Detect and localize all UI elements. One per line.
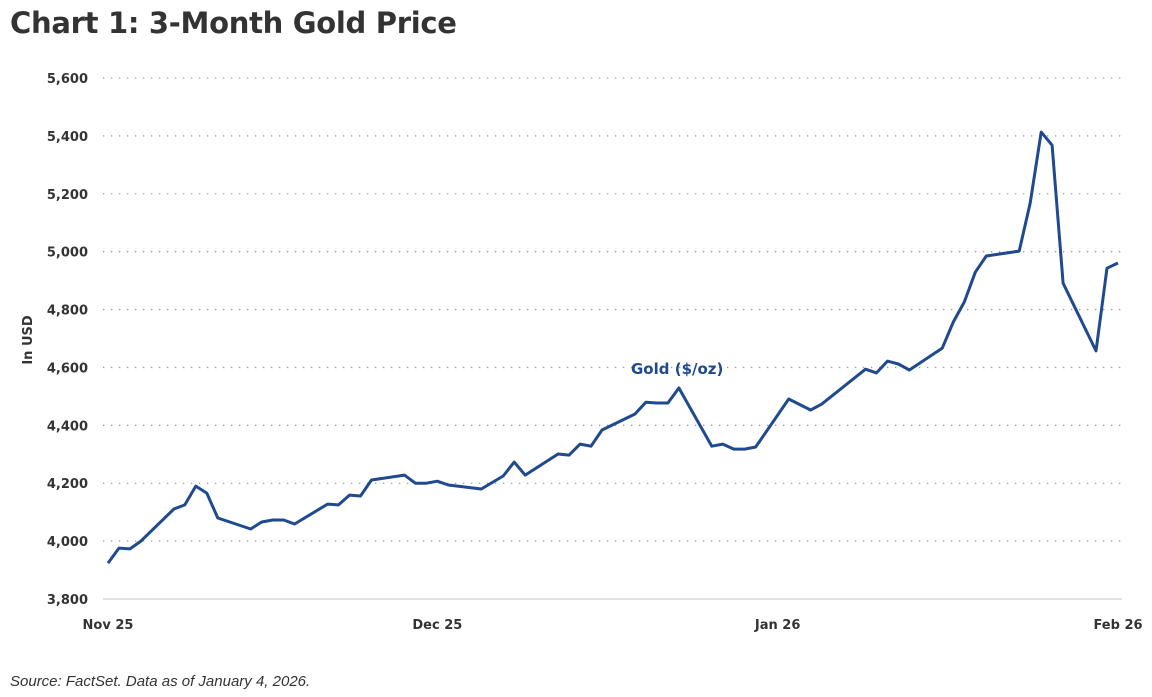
y-tick-label: 5,000 (47, 246, 88, 261)
y-tick-label: 4,000 (47, 535, 88, 550)
x-tick-label: Feb 26 (1093, 618, 1142, 633)
y-tick-label: 5,200 (47, 188, 88, 203)
series-label-gold: Gold ($/oz) (631, 360, 723, 378)
chart-title: Chart 1: 3-Month Gold Price (10, 6, 457, 40)
x-tick-label: Jan 26 (754, 618, 800, 633)
y-tick-label: 5,600 (47, 72, 88, 87)
y-tick-label: 5,400 (47, 130, 88, 145)
source-note: Source: FactSet. Data as of January 4, 2… (10, 673, 311, 690)
y-tick-label: 4,800 (47, 304, 88, 319)
y-tick-label: 4,400 (47, 419, 88, 434)
series-gold (106, 130, 1119, 564)
x-axis-ticks: Nov 25 Dec 25 Jan 26 Feb 26 (83, 618, 1143, 633)
y-axis-ticks: 3,800 4,000 4,200 4,400 4,600 4,800 5,000 5,200… (47, 72, 88, 608)
y-tick-label: 3,800 (47, 593, 88, 608)
x-tick-label: Dec 25 (412, 618, 462, 633)
y-tick-label: 4,600 (47, 361, 88, 376)
x-tick-label: Nov 25 (83, 618, 134, 633)
y-tick-label: 4,200 (47, 477, 88, 492)
gridlines (103, 77, 1122, 600)
y-axis-label: In USD (21, 315, 36, 365)
series-line-gold (106, 130, 1119, 564)
